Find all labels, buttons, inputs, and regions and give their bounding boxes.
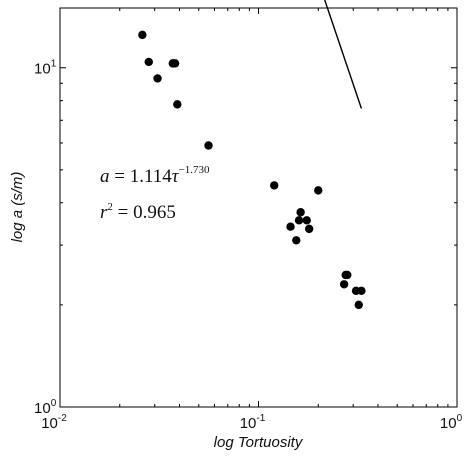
x-tick-label: 100: [440, 413, 463, 432]
data-point: [354, 300, 363, 310]
data-point: [341, 270, 350, 280]
data-point: [138, 30, 147, 40]
data-point: [270, 181, 279, 190]
data-point: [292, 236, 301, 245]
data-point: [170, 59, 180, 68]
data-point: [304, 224, 314, 234]
y-tick-label: 101: [34, 59, 57, 78]
tick-labels: 10-2 10-1 100 100 101: [34, 59, 463, 432]
data-point: [153, 74, 162, 83]
data-point: [302, 216, 311, 225]
data-point: [294, 216, 304, 225]
data-points: [138, 30, 366, 310]
data-point: [296, 208, 305, 217]
data-point: [173, 100, 182, 109]
x-axis-title: log Tortuosity: [214, 434, 304, 451]
data-point: [286, 222, 295, 231]
data-point: [357, 286, 366, 296]
r-squared: r2 = 0.965: [100, 201, 176, 223]
y-axis-title: log a (s/m): [9, 172, 26, 243]
x-tick-label: 10-1: [240, 413, 266, 432]
data-point: [339, 280, 349, 289]
axis-ticks: [59, 8, 458, 408]
data-point: [314, 186, 323, 195]
x-tick-label: 10-2: [41, 413, 67, 432]
y-tick-label: 100: [34, 398, 57, 417]
fit-line: [323, 0, 363, 109]
data-point: [204, 141, 213, 150]
data-point: [144, 57, 153, 67]
fit-equation: a = 1.114τ−1.730: [100, 164, 210, 187]
